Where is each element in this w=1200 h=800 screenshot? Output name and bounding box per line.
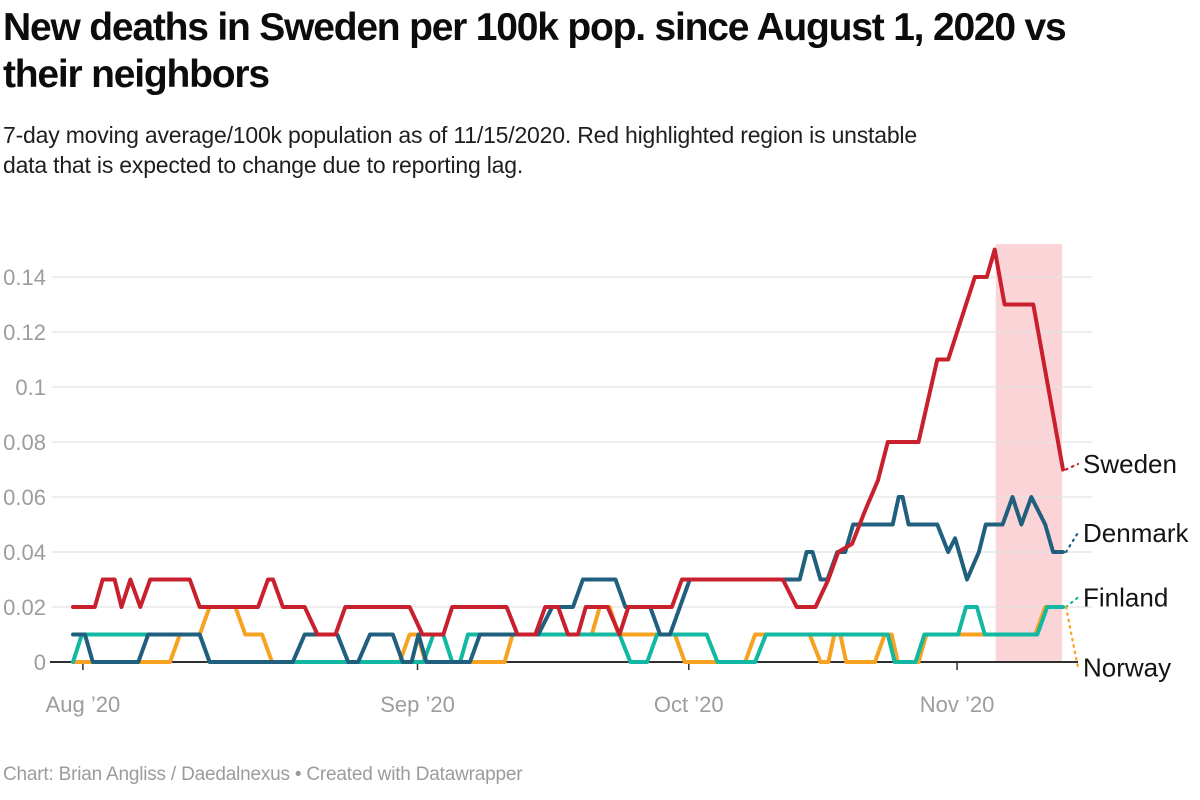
y-axis-label: 0.14 [3,265,46,290]
y-axis-label: 0.08 [3,430,46,455]
chart-subtitle-line-1: 7-day moving average/100k population as … [3,122,917,148]
label-connector-sweden [1064,462,1080,471]
y-axis-label: 0.04 [3,540,46,565]
x-axis-label: Oct ’20 [654,692,724,717]
unstable-region-band [995,244,1063,662]
chart-title-line-1: New deaths in Sweden per 100k pop. since… [3,6,1067,49]
chart-subtitle-line-2: data that is expected to change due to r… [3,152,524,178]
y-axis-label: 0.12 [3,320,46,345]
label-connector-norway [1064,605,1080,669]
series-end-label-sweden: Sweden [1083,449,1177,479]
chart-canvas: 0 0.02 0.04 0.06 0.08 0.1 0.12 0.14 Aug ’20 Sep ’… [3,244,1189,717]
chart-title: New deaths in Sweden per 100k pop. since… [3,4,1200,98]
y-axis-label: 0.1 [15,375,46,400]
y-axis-label: 0 [34,650,46,675]
chart-title-line-2: their neighbors [3,53,270,96]
x-axis-label: Aug ’20 [46,692,121,717]
series-end-label-finland: Finland [1083,582,1168,612]
y-axis-label: 0.06 [3,485,46,510]
series-line-norway [71,605,1065,664]
line-chart: 0 0.02 0.04 0.06 0.08 0.1 0.12 0.14 Aug ’20 Sep ’… [0,218,1200,790]
series-end-label-norway: Norway [1083,653,1171,683]
label-connector-finland [1064,596,1080,609]
y-axis-label: 0.02 [3,595,46,620]
series-line-sweden [71,247,1065,637]
label-connector-denmark [1064,531,1080,554]
chart-subtitle: 7-day moving average/100k population as … [3,120,1173,180]
series-end-label-denmark: Denmark [1083,518,1189,548]
credit-line: Chart: Brian Angliss / Daedalnexus • Cre… [3,764,523,785]
x-axis-label: Nov ’20 [920,692,995,717]
x-axis-label: Sep ’20 [380,692,455,717]
series-line-denmark [71,495,1065,664]
series-line-finland [71,605,1065,664]
